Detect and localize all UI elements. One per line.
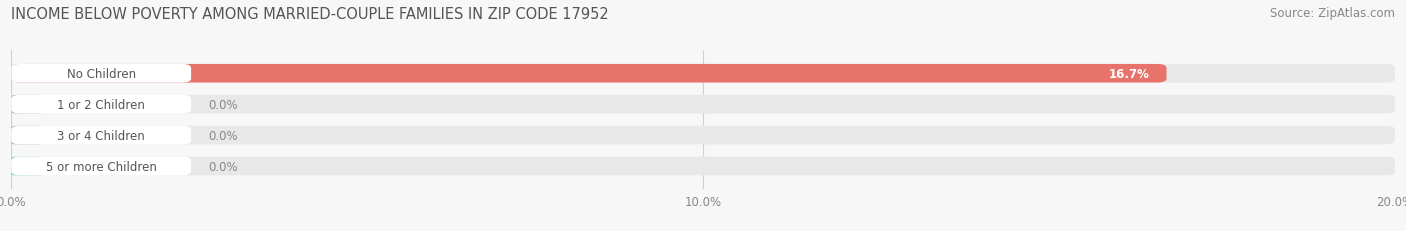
FancyBboxPatch shape (11, 157, 1395, 176)
FancyBboxPatch shape (11, 157, 191, 176)
FancyBboxPatch shape (11, 65, 1395, 83)
Text: 0.0%: 0.0% (208, 98, 238, 111)
Text: INCOME BELOW POVERTY AMONG MARRIED-COUPLE FAMILIES IN ZIP CODE 17952: INCOME BELOW POVERTY AMONG MARRIED-COUPL… (11, 7, 609, 22)
Text: 0.0%: 0.0% (208, 129, 238, 142)
Text: 16.7%: 16.7% (1108, 67, 1149, 80)
FancyBboxPatch shape (11, 126, 1395, 145)
FancyBboxPatch shape (11, 65, 1167, 83)
Text: 1 or 2 Children: 1 or 2 Children (58, 98, 145, 111)
Text: 0.0%: 0.0% (208, 160, 238, 173)
FancyBboxPatch shape (11, 95, 44, 114)
FancyBboxPatch shape (11, 126, 191, 145)
Text: 3 or 4 Children: 3 or 4 Children (58, 129, 145, 142)
FancyBboxPatch shape (11, 157, 44, 176)
FancyBboxPatch shape (11, 95, 1395, 114)
Text: 5 or more Children: 5 or more Children (46, 160, 156, 173)
Text: No Children: No Children (66, 67, 136, 80)
FancyBboxPatch shape (11, 126, 44, 145)
Text: Source: ZipAtlas.com: Source: ZipAtlas.com (1270, 7, 1395, 20)
FancyBboxPatch shape (11, 65, 191, 83)
FancyBboxPatch shape (11, 95, 191, 114)
